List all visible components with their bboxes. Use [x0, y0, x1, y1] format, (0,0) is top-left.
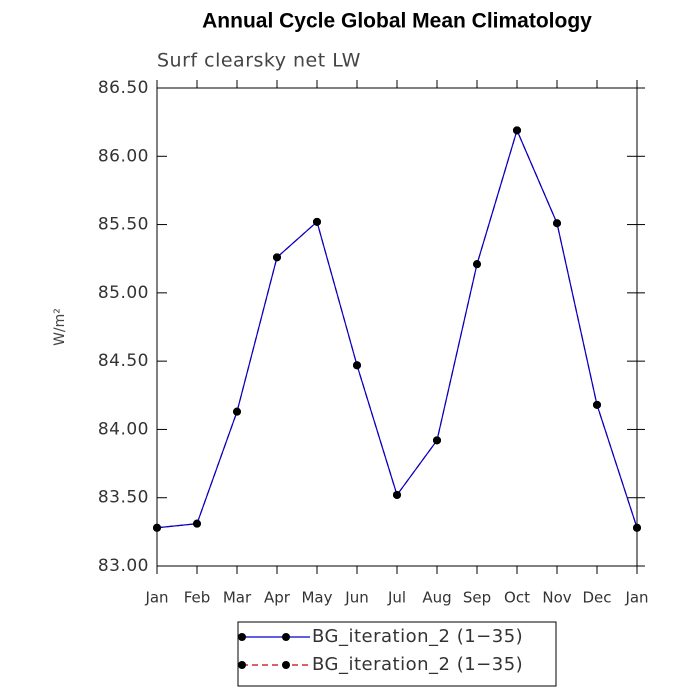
y-tick-label: 84.50 [98, 351, 149, 371]
data-point [633, 523, 641, 532]
y-tick-label: 85.50 [98, 215, 149, 235]
x-tick-label: Jan [624, 589, 648, 607]
y-tick-label: 84.00 [98, 419, 149, 439]
legend-label: BG_iteration_2 (1−35) [312, 626, 523, 647]
data-point [473, 260, 481, 269]
data-point [513, 126, 521, 135]
data-point [433, 436, 441, 445]
series-line [156, 128, 638, 529]
data-point [553, 219, 561, 228]
legend-marker [282, 661, 290, 669]
legend-frame [237, 621, 557, 687]
data-point [593, 400, 601, 409]
x-tick-label: Aug [422, 589, 451, 607]
chart-subtitle: Surf clearsky net LW [157, 50, 361, 72]
x-tick-label: Sep [463, 589, 491, 607]
data-point [393, 490, 401, 499]
y-tick-label: 83.00 [98, 556, 149, 576]
x-tick-label: Oct [504, 589, 530, 607]
y-tick-label: 86.00 [98, 146, 149, 166]
data-point [313, 217, 321, 226]
x-tick-label: Jun [344, 589, 368, 607]
x-tick-label: May [301, 589, 332, 607]
x-tick-label: Jan [144, 589, 168, 607]
data-point [193, 519, 201, 528]
legend-marker [238, 661, 246, 669]
chart-title: Annual Cycle Global Mean Climatology [202, 10, 592, 33]
y-tick-label: 83.50 [98, 488, 149, 508]
series-line [156, 128, 638, 529]
x-tick-label: Apr [264, 589, 291, 607]
x-tick-label: Mar [223, 589, 252, 607]
x-tick-label: Feb [184, 589, 211, 607]
legend-marker [282, 633, 290, 641]
x-tick-label: Nov [542, 589, 571, 607]
data-point [273, 253, 281, 262]
data-point [233, 407, 241, 416]
data-point [353, 361, 361, 370]
x-tick-label: Dec [582, 589, 611, 607]
legend-marker [238, 633, 246, 641]
legend-label: BG_iteration_2 (1−35) [312, 654, 523, 675]
y-tick-label: 85.00 [98, 283, 149, 303]
x-tick-label: Jul [387, 589, 406, 607]
y-axis-label: W/m² [52, 308, 68, 346]
data-point [153, 523, 161, 532]
y-tick-label: 86.50 [98, 78, 149, 98]
